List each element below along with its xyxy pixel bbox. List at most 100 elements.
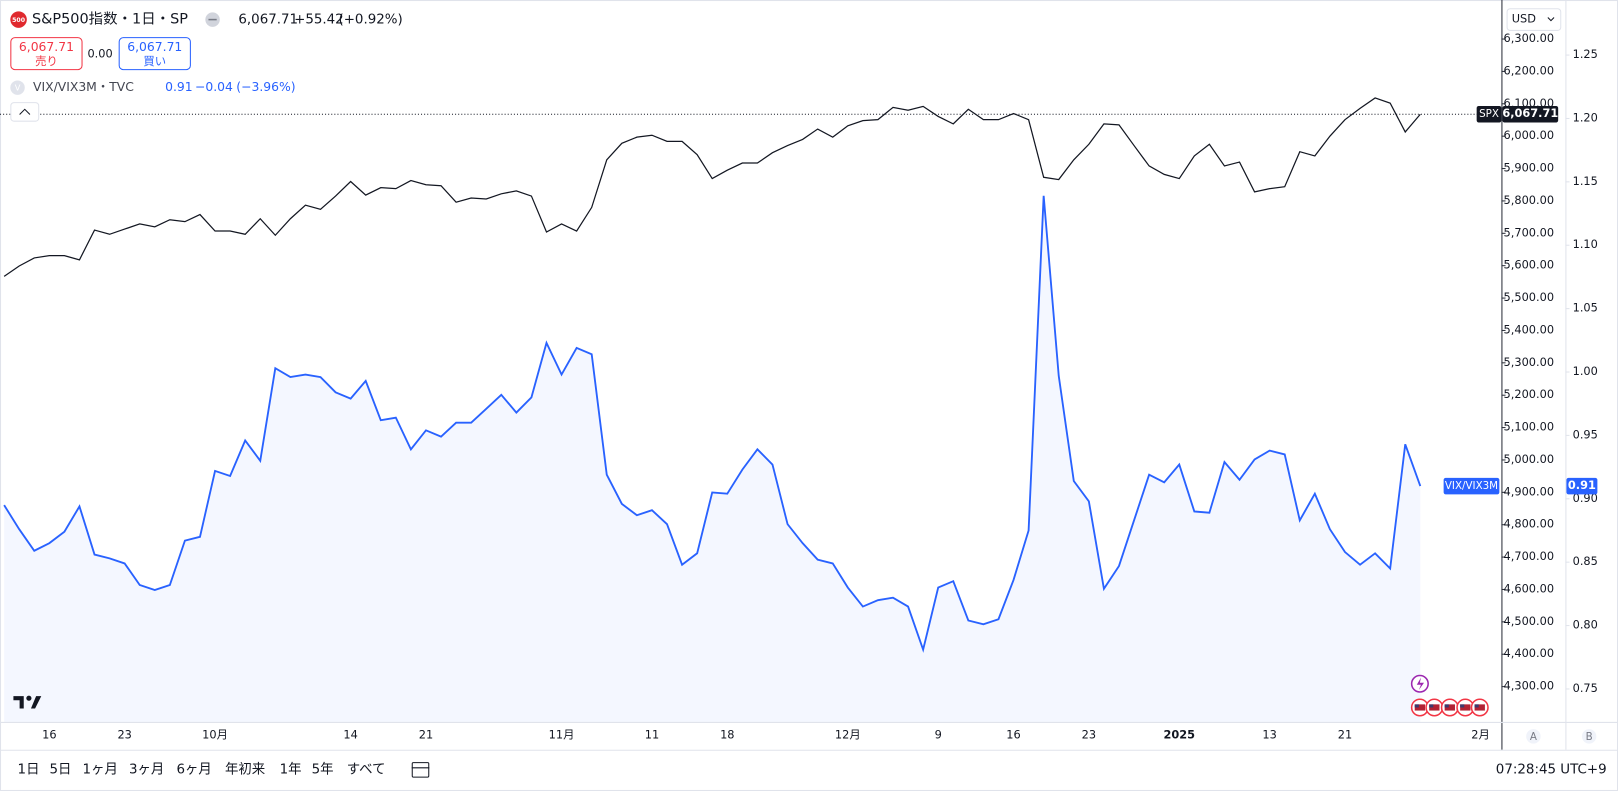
spread: 0.00 [87, 47, 112, 61]
y2-tick-label: 1.05 [1573, 301, 1598, 315]
range-button[interactable]: 5日 [50, 762, 72, 777]
collapse-icon[interactable] [19, 108, 31, 115]
x-tick-label: 10月 [202, 727, 228, 741]
y2-tick-label: 1.25 [1573, 47, 1598, 61]
flag-canton [1474, 704, 1479, 708]
x-tick-label: 2025 [1163, 727, 1195, 741]
y-tick-label: 5,300.00 [1504, 355, 1554, 369]
scale-a[interactable]: A [1530, 731, 1537, 743]
price-tag [1502, 105, 1559, 123]
y2-tick-label: 1.15 [1573, 174, 1598, 188]
flag-stripes [1444, 704, 1455, 711]
flags [1410, 698, 1489, 717]
y-tick-label: 5,700.00 [1504, 225, 1554, 239]
range-button[interactable]: 3ヶ月 [129, 762, 164, 777]
currency-box[interactable] [1506, 8, 1562, 31]
legend-icon [10, 80, 25, 95]
flag-canton [1414, 704, 1419, 708]
overlay: 500 S&P500指数・1日・SP 6,067.71 +55.42 (+0.9… [10, 8, 1607, 778]
y-tick-label: 5,100.00 [1504, 420, 1554, 434]
flag-canton [1429, 704, 1434, 708]
header-change: +55.42 [294, 13, 344, 28]
range-button[interactable]: 1日 [18, 762, 40, 777]
area [4, 195, 1421, 722]
y-tick-label: 5,000.00 [1504, 452, 1554, 466]
y2-tick-label: 0.80 [1573, 618, 1598, 632]
legend-price: 0.91 [165, 80, 193, 94]
header-change-pct: (+0.92%) [338, 13, 402, 28]
y-tick-label: 5,600.00 [1504, 258, 1554, 272]
y-tick-label: 4,700.00 [1504, 549, 1554, 563]
name-tag-text: VIX/VIX3M [1445, 480, 1498, 492]
y-tick-label: 6,200.00 [1504, 63, 1554, 77]
x-tick-label: 12月 [835, 727, 861, 741]
scale-b-button[interactable]: B [1581, 729, 1597, 744]
x-tick-label: 23 [117, 727, 131, 741]
sell-box[interactable] [10, 37, 83, 71]
date-picker[interactable] [411, 762, 430, 778]
scale-b-bg[interactable] [1581, 729, 1597, 744]
range-button[interactable]: 年初来 [225, 761, 265, 777]
collapse-button[interactable] [10, 102, 40, 122]
event-bolt [1416, 677, 1425, 690]
y2-tick-label: 1.10 [1573, 237, 1598, 251]
scale-a-bg[interactable] [1526, 729, 1541, 744]
sell-button[interactable]: 6,067.71 売り [10, 37, 83, 71]
buy-button[interactable]: 6,067.71 買い [118, 37, 191, 71]
range-button[interactable]: 5年 [312, 761, 334, 777]
y-tick-label: 6,300.00 [1504, 31, 1554, 45]
range-button[interactable]: 1年 [280, 761, 302, 777]
currency-caret[interactable] [1547, 17, 1555, 22]
buy-price[interactable]: 6,067.71 [127, 40, 182, 54]
legend-icon-text: V [15, 83, 21, 93]
flag-stripes [1460, 704, 1471, 711]
y-tick-label: 6,000.00 [1504, 128, 1554, 142]
currency[interactable]: USD [1512, 12, 1536, 26]
scale-a-button[interactable]: A [1526, 729, 1541, 744]
sell-price[interactable]: 6,067.71 [19, 40, 74, 54]
x-tick-label: 2月 [1471, 727, 1490, 741]
y2-tick-label: 0.75 [1573, 681, 1598, 695]
clock: 07:28:45 UTC+9 [1496, 762, 1607, 777]
price-tag-text: 6,067.71 [1502, 106, 1558, 120]
plot [0, 97, 1502, 722]
calendar-icon[interactable] [411, 762, 430, 778]
range-button[interactable]: 6ヶ月 [176, 762, 211, 777]
name-tag [1443, 477, 1500, 495]
symbol-title: S&P500指数・1日・SP [32, 11, 188, 28]
legend-name: VIX/VIX3M・TVC [33, 80, 134, 94]
range-button[interactable]: すべて [347, 761, 386, 777]
flag-stripes [1429, 704, 1440, 711]
y-tick-label: 4,400.00 [1504, 646, 1554, 660]
logo-dot [26, 695, 32, 701]
symbol-icon [10, 11, 27, 28]
buy-label[interactable]: 買い [143, 54, 166, 68]
y2-tick-label: 1.00 [1573, 364, 1598, 378]
currency-button[interactable]: USD [1506, 8, 1562, 31]
buy-box[interactable] [118, 37, 191, 71]
y2-tick-label: 0.85 [1573, 554, 1598, 568]
x-tick-label: 23 [1082, 727, 1096, 741]
y-tick-label: 4,300.00 [1504, 679, 1554, 693]
y-tick-label: 5,800.00 [1504, 193, 1554, 207]
legend-change: −0.04 [195, 80, 233, 94]
x-tick-label: 14 [343, 727, 357, 741]
x-tick-label: 21 [1338, 727, 1352, 741]
sell-label[interactable]: 売り [35, 54, 58, 68]
y-tick-label: 4,900.00 [1504, 484, 1554, 498]
collapse-box[interactable] [10, 102, 40, 122]
range-button[interactable]: 1ヶ月 [83, 762, 118, 777]
scale-b[interactable]: B [1586, 731, 1593, 743]
y-tick-label: 4,600.00 [1504, 581, 1554, 595]
y2-tick-label: 0.95 [1573, 427, 1598, 441]
y-tick-label: 4,500.00 [1504, 614, 1554, 628]
y-tick-label: 5,500.00 [1504, 290, 1554, 304]
x-tick-label: 11 [645, 727, 659, 741]
y2-tick-label: 1.20 [1573, 110, 1598, 124]
axes: 4,300.00 4,400.00 4,500.00 4,600.00 4,700.00… [42, 31, 1598, 741]
flag-canton [1460, 704, 1465, 708]
y-tick-label: 5,200.00 [1504, 387, 1554, 401]
flag-stripes [1474, 704, 1485, 711]
